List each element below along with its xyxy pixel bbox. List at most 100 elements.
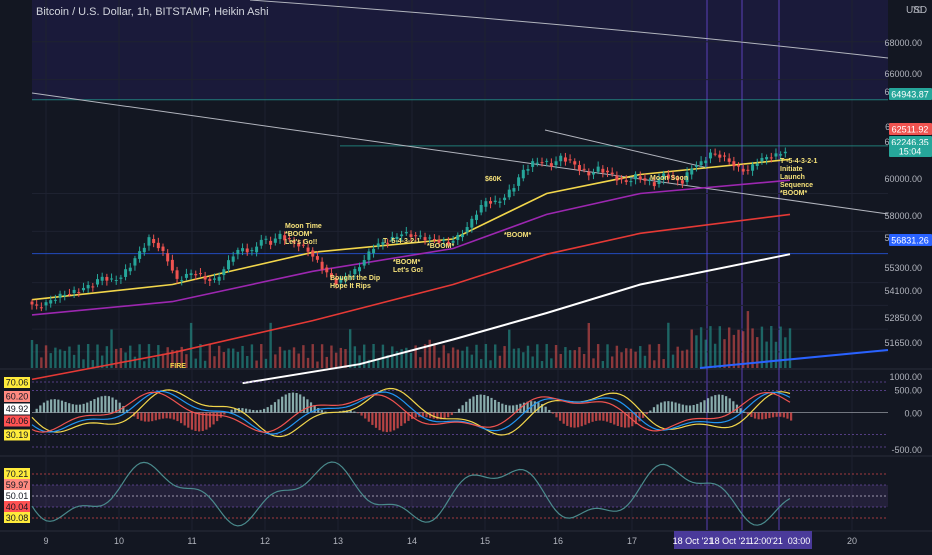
candle-body bbox=[704, 161, 707, 164]
volume-bar bbox=[681, 351, 683, 368]
x-tick-label: 18 Oct '21 bbox=[710, 536, 751, 546]
candle-body bbox=[503, 198, 506, 200]
osc1-bar bbox=[711, 396, 713, 412]
annotation-text: *BOOM* bbox=[285, 231, 313, 238]
candle-body bbox=[634, 174, 637, 179]
osc1-bar bbox=[129, 413, 131, 414]
annotation-text: T -5-4-3-2-1 bbox=[780, 158, 817, 165]
candle-body bbox=[573, 161, 576, 164]
osc1-bar bbox=[50, 399, 52, 412]
candle-body bbox=[723, 156, 726, 157]
volume-bar bbox=[677, 347, 679, 368]
volume-bar bbox=[602, 361, 604, 368]
x-tick-label: 12:00 bbox=[749, 536, 772, 546]
osc1-bar bbox=[696, 404, 698, 413]
volume-bar bbox=[344, 349, 346, 368]
osc1-bar bbox=[602, 413, 604, 421]
price-tag-label: 64943.87 bbox=[891, 90, 929, 100]
osc1-bar bbox=[465, 402, 467, 413]
volume-bar bbox=[508, 330, 510, 368]
volume-bar bbox=[143, 361, 145, 368]
volume-bar bbox=[288, 350, 290, 368]
candle-body bbox=[714, 154, 717, 155]
osc1-bar bbox=[761, 413, 763, 420]
volume-bar bbox=[246, 356, 248, 368]
osc1-bar bbox=[613, 413, 615, 425]
volume-bar bbox=[709, 326, 711, 368]
osc1-bar bbox=[754, 413, 756, 419]
osc1-bar bbox=[212, 413, 214, 425]
annotation-text: *BOOM* bbox=[504, 232, 532, 239]
osc1-bar bbox=[148, 413, 150, 422]
volume-bar bbox=[658, 344, 660, 368]
osc1-bar bbox=[137, 413, 139, 419]
osc1-bar bbox=[573, 413, 575, 428]
volume-bar bbox=[410, 353, 412, 368]
osc1-bar bbox=[252, 410, 254, 413]
volume-bar bbox=[489, 360, 491, 368]
candle-body bbox=[456, 235, 459, 240]
volume-bar bbox=[784, 337, 786, 368]
volume-bar bbox=[293, 347, 295, 368]
annotation-text: Initiate bbox=[780, 166, 803, 173]
y-axis-label: 58000.00 bbox=[884, 211, 922, 221]
volume-bar bbox=[662, 359, 664, 368]
y-axis-label: 52850.00 bbox=[884, 313, 922, 323]
candle-body bbox=[732, 161, 735, 166]
candle-body bbox=[690, 168, 693, 174]
volume-bar bbox=[321, 344, 323, 368]
osc1-bar bbox=[682, 405, 684, 413]
candle-body bbox=[45, 302, 48, 305]
osc1-bar bbox=[443, 413, 445, 419]
osc1-bar bbox=[288, 393, 290, 412]
trendline bbox=[32, 93, 888, 214]
x-tick-label: '21 bbox=[771, 536, 783, 546]
candle-body bbox=[246, 248, 249, 252]
osc1-bar bbox=[104, 396, 106, 413]
volume-bar bbox=[443, 345, 445, 368]
price-tag-label: 62511.92 bbox=[892, 125, 929, 135]
candle-body bbox=[405, 232, 408, 233]
volume-bar bbox=[779, 327, 781, 368]
osc1-bar bbox=[198, 413, 200, 432]
osc1-bar bbox=[548, 410, 550, 413]
candle-body bbox=[35, 304, 38, 305]
candle-body bbox=[625, 180, 628, 182]
x-tick-label: 9 bbox=[43, 536, 48, 546]
osc1-bar bbox=[162, 413, 164, 419]
candle-body bbox=[615, 175, 618, 180]
volume-bar bbox=[237, 352, 239, 368]
candle-body bbox=[307, 248, 310, 252]
volume-bar bbox=[274, 354, 276, 368]
osc1-bar bbox=[231, 410, 233, 413]
osc1-bar bbox=[508, 405, 510, 412]
osc1-bar bbox=[566, 413, 568, 426]
volume-bar bbox=[312, 344, 314, 368]
osc1-bar bbox=[776, 413, 778, 417]
osc1-bar bbox=[588, 413, 590, 424]
osc1-tag-label: 70.06 bbox=[6, 378, 29, 388]
volume-bar bbox=[64, 351, 66, 368]
osc2-tag-label: 30.08 bbox=[6, 513, 29, 523]
osc1-axis-label: -500.00 bbox=[891, 445, 922, 455]
candle-body bbox=[124, 269, 127, 277]
candle-body bbox=[232, 256, 235, 261]
x-tick-label: 12 bbox=[260, 536, 270, 546]
volume-bar bbox=[452, 347, 454, 368]
candle-body bbox=[545, 161, 548, 162]
osc1-bar bbox=[54, 399, 56, 412]
candle-body bbox=[522, 170, 525, 178]
volume-bar bbox=[719, 326, 721, 368]
osc1-bar bbox=[292, 393, 294, 413]
osc1-bar bbox=[664, 401, 666, 412]
osc1-bar bbox=[39, 405, 41, 412]
volume-bar bbox=[283, 350, 285, 368]
candle-body bbox=[508, 190, 511, 198]
volume-bar bbox=[40, 357, 42, 368]
osc1-bar bbox=[458, 409, 460, 413]
osc1-bar bbox=[480, 395, 482, 413]
candle-body bbox=[770, 157, 773, 158]
volume-bar bbox=[620, 352, 622, 368]
